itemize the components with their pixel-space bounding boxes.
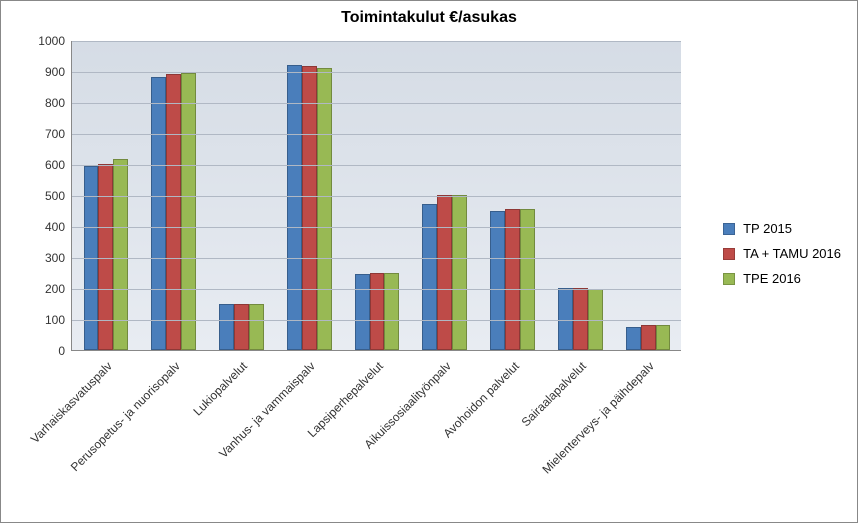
bar — [151, 77, 166, 350]
bar — [249, 304, 264, 351]
bar — [287, 65, 302, 350]
xtick-label: Avohoidon palvelut — [370, 359, 521, 510]
ytick-label: 300 — [5, 251, 65, 265]
xtick-label: Perusopetus- ja nuorisopalv — [31, 359, 182, 510]
gridline — [72, 165, 681, 166]
xtick-label: Aikuissosiaalityönpalv — [302, 359, 453, 510]
legend: TP 2015 TA + TAMU 2016 TPE 2016 — [723, 211, 841, 296]
ytick-label: 100 — [5, 313, 65, 327]
bar — [355, 274, 370, 350]
gridline — [72, 289, 681, 290]
bar — [384, 273, 399, 351]
gridline — [72, 196, 681, 197]
ytick-label: 600 — [5, 158, 65, 172]
bar — [98, 164, 113, 350]
ytick-label: 700 — [5, 127, 65, 141]
bar — [219, 304, 234, 351]
bar — [113, 159, 128, 350]
legend-swatch — [723, 223, 735, 235]
xtick-label: Lukiopalvelut — [99, 359, 250, 510]
bar — [317, 68, 332, 350]
ytick-label: 0 — [5, 344, 65, 358]
bar — [573, 288, 588, 350]
bar — [490, 211, 505, 351]
gridline — [72, 41, 681, 42]
plot-area — [71, 41, 681, 351]
legend-label: TA + TAMU 2016 — [743, 246, 841, 261]
bar — [452, 195, 467, 350]
ytick-label: 400 — [5, 220, 65, 234]
bar — [370, 273, 385, 350]
bar — [520, 209, 535, 350]
ytick-label: 1000 — [5, 34, 65, 48]
xtick-label: Mielenterveys- ja päihdepalv — [506, 359, 657, 510]
gridline — [72, 320, 681, 321]
gridline — [72, 227, 681, 228]
legend-swatch — [723, 248, 735, 260]
bar — [302, 66, 317, 350]
bar — [437, 195, 452, 350]
legend-item: TA + TAMU 2016 — [723, 246, 841, 261]
bar — [641, 325, 656, 350]
gridline — [72, 72, 681, 73]
legend-item: TP 2015 — [723, 221, 841, 236]
bar — [656, 325, 671, 350]
legend-swatch — [723, 273, 735, 285]
chart-title: Toimintakulut €/asukas — [1, 9, 857, 27]
gridline — [72, 258, 681, 259]
bar — [558, 288, 573, 350]
legend-item: TPE 2016 — [723, 271, 841, 286]
bar — [626, 327, 641, 350]
legend-label: TP 2015 — [743, 221, 792, 236]
ytick-label: 800 — [5, 96, 65, 110]
legend-label: TPE 2016 — [743, 271, 801, 286]
xtick-label: Vanhus- ja vammaispalv — [167, 359, 318, 510]
gridline — [72, 134, 681, 135]
chart-container: Toimintakulut €/asukas 0 100 200 300 400 500 6… — [0, 0, 858, 523]
bar — [166, 74, 181, 350]
bar — [181, 73, 196, 350]
ytick-label: 500 — [5, 189, 65, 203]
ytick-label: 900 — [5, 65, 65, 79]
gridline — [72, 103, 681, 104]
xtick-label: Lapsiperhepalvelut — [235, 359, 386, 510]
bar — [234, 304, 249, 351]
ytick-label: 200 — [5, 282, 65, 296]
xtick-label: Sairaalapalvelut — [438, 359, 589, 510]
x-axis-labels: VarhaiskasvatuspalvPerusopetus- ja nuori… — [71, 353, 681, 513]
bar — [505, 209, 520, 350]
